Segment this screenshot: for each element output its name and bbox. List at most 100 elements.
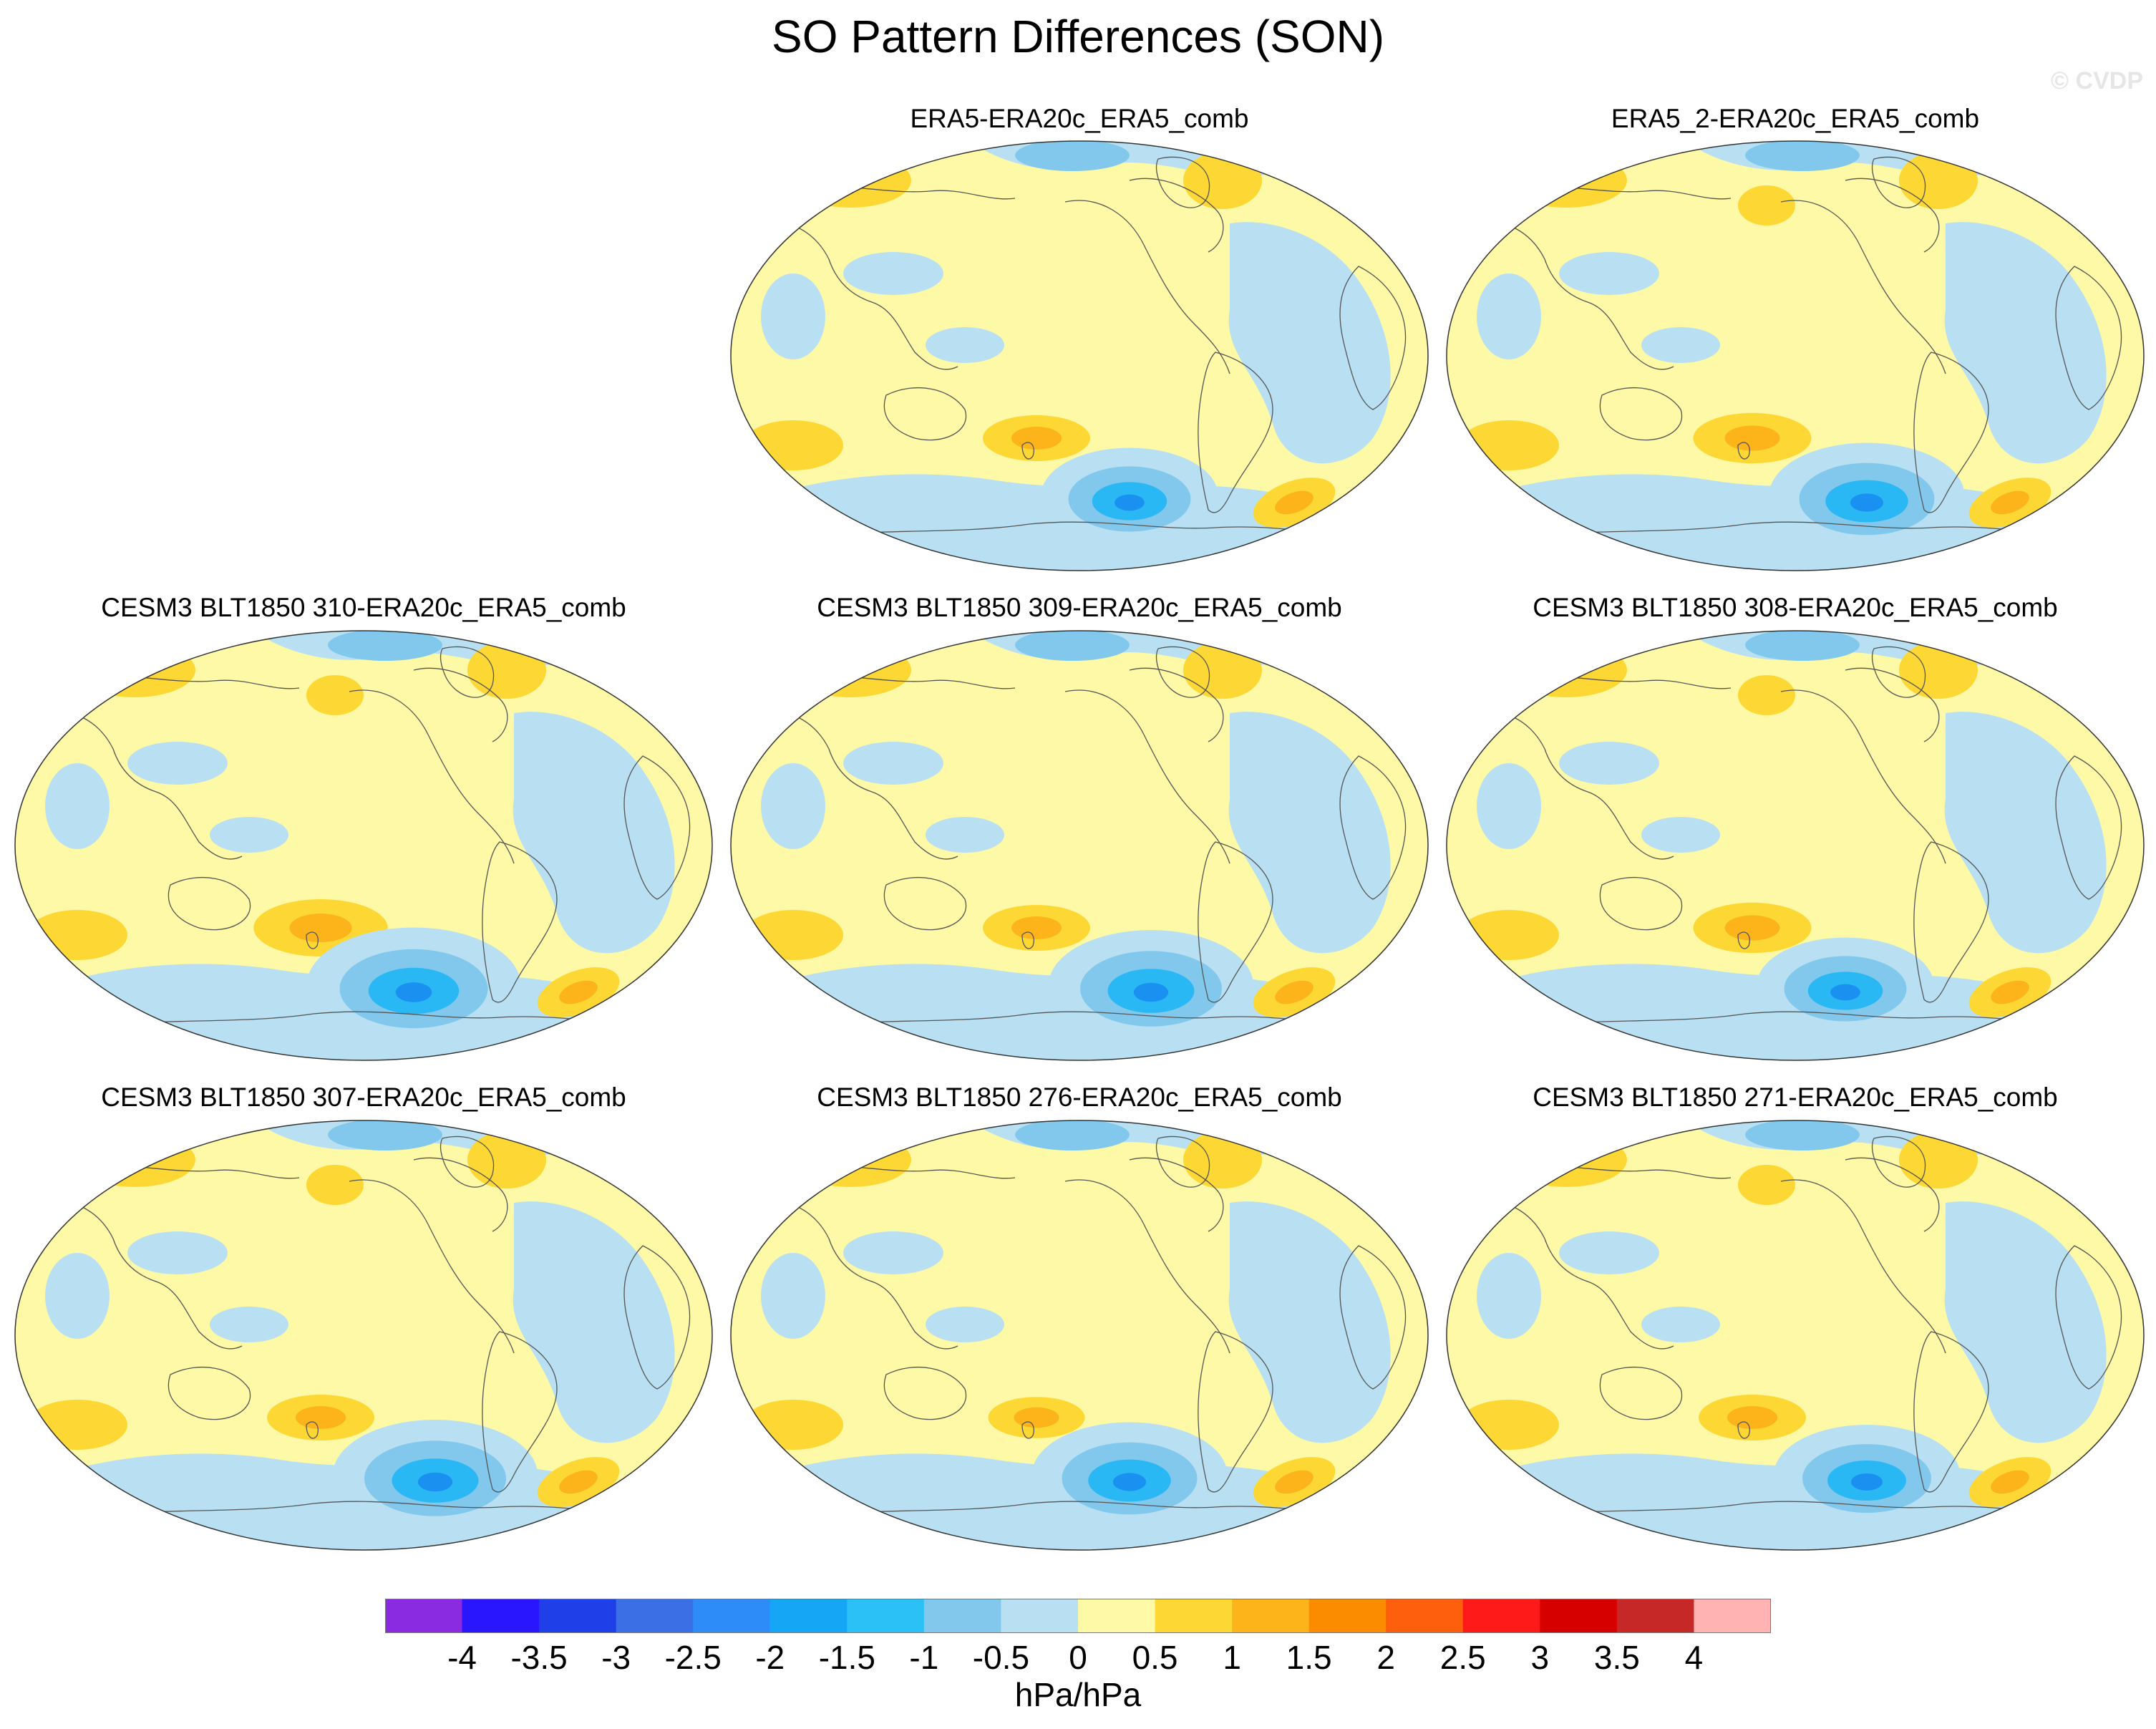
atlantic-anomaly xyxy=(1944,712,2107,954)
coastline-1 xyxy=(167,876,251,931)
colorbar-tick-label: -2.5 xyxy=(664,1639,722,1676)
so-low-core xyxy=(1115,494,1145,511)
so-low-core xyxy=(1851,1473,1883,1491)
coastline-4 xyxy=(413,1157,508,1232)
coastline-1 xyxy=(1599,387,1683,441)
arctic-anomaly-core xyxy=(1015,141,1130,171)
coastline-6 xyxy=(1913,1331,1989,1493)
arctic-anomaly-core xyxy=(1015,1120,1130,1151)
arctic-anomaly-core xyxy=(1745,141,1860,171)
atlantic-anomaly xyxy=(1944,1201,2107,1443)
colorbar-tick-label: 3 xyxy=(1530,1639,1550,1676)
coastline-5 xyxy=(1871,646,1926,698)
colorbar-swatch xyxy=(1078,1599,1156,1633)
south-indian-positive xyxy=(1459,1400,1559,1450)
coastline-6 xyxy=(1198,841,1273,1003)
coastline-5 xyxy=(440,646,495,698)
coastline-3 xyxy=(1064,689,1230,864)
coastline-2 xyxy=(1021,931,1034,949)
north-pacific-high xyxy=(1505,1133,1627,1187)
panel-title-4: CESM3 BLT1850 309-ERA20c_ERA5_comb xyxy=(817,593,1342,622)
asia-anomaly xyxy=(1559,252,1659,295)
atlantic-anomaly xyxy=(1228,712,1391,954)
coastline-3 xyxy=(1064,1179,1230,1354)
panel-title-7: CESM3 BLT1850 276-ERA20c_ERA5_comb xyxy=(817,1083,1342,1112)
colorbar xyxy=(385,1599,1771,1633)
so-low-core xyxy=(1830,984,1860,1001)
coastline-4 xyxy=(1129,667,1224,742)
colorbar-swatch xyxy=(847,1599,925,1633)
coastline-0 xyxy=(1472,221,1674,370)
south-pacific-positive-core xyxy=(1014,1407,1059,1428)
coastline-4 xyxy=(1129,1157,1224,1232)
map-panel-7 xyxy=(730,1120,1429,1551)
maritime-anomaly xyxy=(926,817,1004,853)
colorbar-tick-label: -0.5 xyxy=(972,1639,1030,1676)
colorbar-swatch xyxy=(1308,1599,1387,1633)
south-atlantic-positive-core xyxy=(559,1470,598,1494)
colorbar-swatch xyxy=(616,1599,694,1633)
colorbar-swatch xyxy=(693,1599,771,1633)
coastline-6 xyxy=(1913,841,1989,1003)
south-indian-positive xyxy=(27,910,127,960)
map-field xyxy=(15,1120,712,1550)
indian-anomaly xyxy=(45,763,110,849)
coastline-7 xyxy=(2055,755,2122,900)
colorbar-swatch xyxy=(1155,1599,1233,1633)
coastline-2 xyxy=(1737,442,1750,460)
south-atlantic-positive-core xyxy=(1991,490,2029,515)
coastline-7 xyxy=(2055,1245,2122,1390)
colorbar-frame xyxy=(385,1599,1771,1633)
coastline-6 xyxy=(1198,1331,1273,1493)
indian-anomaly xyxy=(761,763,825,849)
maritime-anomaly xyxy=(1641,327,1720,363)
map-outline xyxy=(1446,630,2145,1061)
coastline-2 xyxy=(1737,931,1750,949)
maritime-anomaly xyxy=(1641,1307,1720,1342)
colorbar-swatch xyxy=(385,1599,463,1633)
so-low-core xyxy=(1850,493,1884,512)
south-indian-positive xyxy=(743,910,843,960)
coastline-0 xyxy=(1472,710,1674,860)
colorbar-swatch xyxy=(462,1599,540,1633)
coastline-7 xyxy=(1339,266,1407,410)
coastline-7 xyxy=(623,755,691,900)
coastline-3 xyxy=(349,1179,515,1354)
map-panel-8 xyxy=(1446,1120,2145,1551)
indian-anomaly xyxy=(1477,1253,1541,1339)
south-atlantic-positive-core xyxy=(1991,1470,2029,1494)
coastline-1 xyxy=(167,1366,251,1420)
indian-anomaly xyxy=(761,273,825,359)
colorbar-swatch xyxy=(539,1599,617,1633)
map-outline xyxy=(730,1120,1429,1551)
north-pacific-high xyxy=(74,643,195,697)
coastline-1 xyxy=(1599,876,1683,931)
map-outline xyxy=(730,140,1429,571)
coastline-5 xyxy=(440,1135,495,1188)
coastlines xyxy=(757,646,1407,1029)
indian-anomaly xyxy=(1477,763,1541,849)
aleutian-anomaly xyxy=(1738,675,1795,715)
coastline-5 xyxy=(1155,156,1210,208)
colorbar-swatch xyxy=(923,1599,1001,1633)
arctic-anomaly-core xyxy=(1745,1120,1860,1151)
map-field xyxy=(1447,141,2144,571)
coastline-3 xyxy=(1064,200,1230,374)
coastline-3 xyxy=(1780,689,1946,864)
so-low-core xyxy=(417,1472,453,1492)
panel-title-1: ERA5-ERA20c_ERA5_comb xyxy=(910,104,1249,133)
map-panel-2 xyxy=(1446,140,2145,571)
coastline-7 xyxy=(1339,755,1407,900)
coastline-6 xyxy=(482,841,558,1003)
colorbar-swatch xyxy=(769,1599,848,1633)
coastline-4 xyxy=(413,667,508,742)
map-outline xyxy=(14,630,713,1061)
south-atlantic-positive-core xyxy=(1275,1470,1313,1494)
coastline-0 xyxy=(41,1200,243,1350)
north-pacific-high xyxy=(1505,643,1627,697)
colorbar-tick-label: 0 xyxy=(1069,1639,1087,1676)
colorbar-swatch xyxy=(1001,1599,1079,1633)
arctic-anomaly-core xyxy=(1015,631,1130,661)
coastline-4 xyxy=(1845,1157,1940,1232)
coastline-5 xyxy=(1871,1135,1926,1188)
